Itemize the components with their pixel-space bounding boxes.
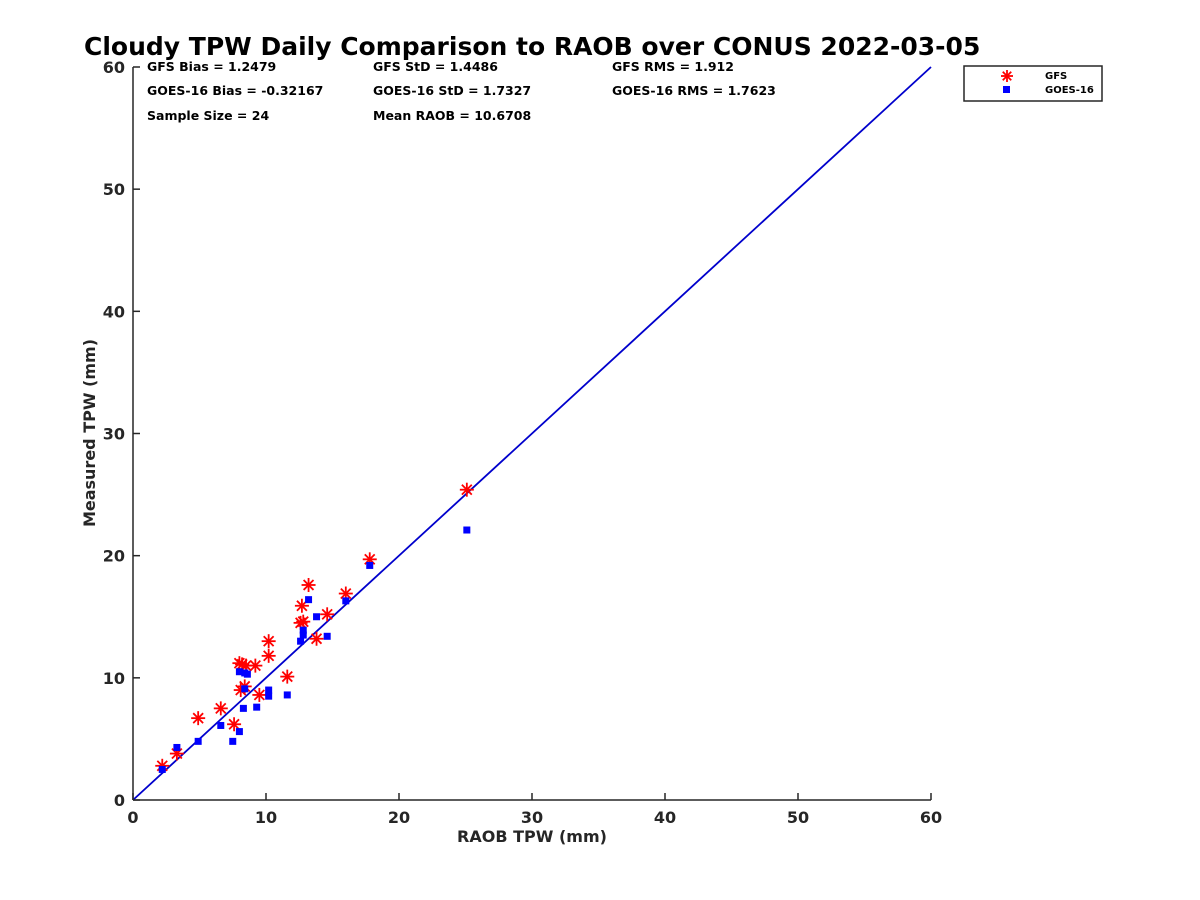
legend-box bbox=[963, 65, 1103, 102]
x-axis-ticks: 0 10 20 30 40 50 60 bbox=[127, 793, 942, 827]
gfs-point bbox=[232, 656, 247, 671]
goes16-point bbox=[299, 631, 307, 639]
gfs-point bbox=[338, 586, 353, 601]
goes16-point bbox=[217, 721, 225, 729]
gfs-point bbox=[191, 711, 206, 726]
legend-goes16-marker bbox=[1003, 86, 1010, 93]
goes16-point bbox=[241, 685, 249, 693]
goes16-point bbox=[265, 692, 273, 700]
goes16-point bbox=[299, 626, 307, 634]
stat-gfs-rms: GFS RMS = 1.912 bbox=[612, 59, 734, 74]
goes16-point bbox=[283, 691, 291, 699]
x-tick-label: 50 bbox=[787, 808, 809, 827]
stat-gfs-std: GFS StD = 1.4486 bbox=[373, 59, 498, 74]
gfs-series bbox=[155, 482, 474, 773]
gfs-point bbox=[320, 607, 335, 622]
y-axis-label: Measured TPW (mm) bbox=[80, 339, 99, 527]
legend-gfs-asterisk bbox=[1001, 70, 1013, 82]
x-tick-label: 10 bbox=[255, 808, 277, 827]
goes16-point bbox=[366, 561, 374, 569]
gfs-point bbox=[252, 687, 267, 702]
stats-block: GFS Bias = 1.2479 GFS StD = 1.4486 GFS R… bbox=[147, 59, 776, 123]
goes16-point bbox=[265, 686, 273, 694]
gfs-point bbox=[248, 658, 263, 673]
goes16-point bbox=[235, 668, 243, 676]
gfs-point bbox=[227, 717, 242, 732]
gfs-point bbox=[309, 631, 324, 646]
goes16-point bbox=[323, 632, 331, 640]
identity-line bbox=[132, 66, 932, 801]
x-tick-label: 40 bbox=[654, 808, 676, 827]
goes16-point bbox=[235, 728, 243, 736]
goes16-point bbox=[194, 737, 202, 745]
stat-sample-size: Sample Size = 24 bbox=[147, 108, 269, 123]
y-axis-ticks: 0 10 20 30 40 50 60 bbox=[103, 58, 140, 810]
stat-mean-raob: Mean RAOB = 10.6708 bbox=[373, 108, 531, 123]
goes16-point bbox=[241, 669, 249, 677]
legend-goes16-label: GOES-16 bbox=[1045, 85, 1094, 96]
goes16-point bbox=[173, 743, 181, 751]
goes16-point bbox=[313, 613, 321, 621]
legend: GFS GOES-16 bbox=[963, 65, 1103, 102]
y-tick-label: 10 bbox=[103, 669, 125, 688]
goes16-point bbox=[253, 703, 261, 711]
goes16-point bbox=[239, 704, 247, 712]
gfs-point bbox=[261, 634, 276, 649]
gfs-point bbox=[213, 701, 228, 716]
x-tick-label: 0 bbox=[127, 808, 138, 827]
legend-gfs-label: GFS bbox=[1045, 71, 1067, 82]
y-tick-label: 40 bbox=[103, 302, 125, 321]
goes16-point bbox=[297, 637, 305, 645]
gfs-point bbox=[301, 577, 316, 592]
goes16-point bbox=[158, 765, 166, 773]
y-tick-label: 60 bbox=[103, 58, 125, 77]
gfs-point bbox=[294, 598, 309, 613]
stat-goes-rms: GOES-16 RMS = 1.7623 bbox=[612, 83, 776, 98]
goes16-point bbox=[229, 737, 237, 745]
plot-area: 0 10 20 30 40 50 60 0 10 20 30 40 50 60 bbox=[103, 58, 942, 827]
goes16-point bbox=[342, 597, 350, 605]
goes16-point bbox=[463, 526, 471, 534]
y-tick-label: 50 bbox=[103, 180, 125, 199]
y-tick-label: 0 bbox=[114, 791, 125, 810]
x-tick-label: 20 bbox=[388, 808, 410, 827]
gfs-point bbox=[459, 482, 474, 497]
gfs-point bbox=[280, 669, 295, 684]
gfs-point bbox=[296, 614, 311, 629]
x-tick-label: 30 bbox=[521, 808, 543, 827]
stat-goes-std: GOES-16 StD = 1.7327 bbox=[373, 83, 531, 98]
stat-goes-bias: GOES-16 Bias = -0.32167 bbox=[147, 83, 323, 98]
x-axis-label: RAOB TPW (mm) bbox=[457, 827, 607, 846]
chart-title: Cloudy TPW Daily Comparison to RAOB over… bbox=[84, 32, 980, 61]
legend-gfs-marker bbox=[1001, 70, 1013, 82]
stat-gfs-bias: GFS Bias = 1.2479 bbox=[147, 59, 276, 74]
goes16-point bbox=[305, 596, 313, 604]
y-tick-label: 20 bbox=[103, 547, 125, 566]
goes16-series bbox=[158, 526, 471, 773]
gfs-point bbox=[261, 648, 276, 663]
x-tick-label: 60 bbox=[920, 808, 942, 827]
y-tick-label: 30 bbox=[103, 425, 125, 444]
